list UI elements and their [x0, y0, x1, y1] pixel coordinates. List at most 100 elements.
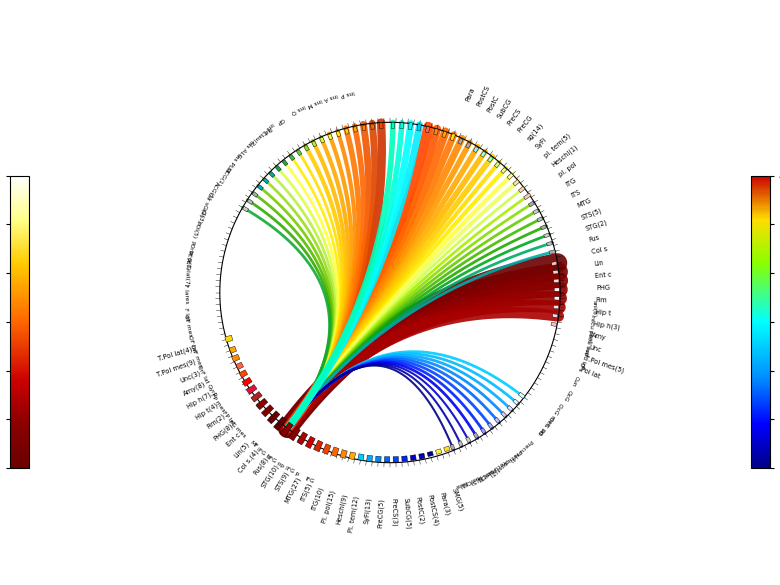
- Polygon shape: [523, 193, 531, 199]
- Text: Put: Put: [261, 125, 271, 135]
- Text: Fus(8): Fus(8): [253, 456, 270, 476]
- Text: POrb: POrb: [187, 240, 194, 255]
- Polygon shape: [551, 261, 557, 266]
- Text: GyrR: GyrR: [205, 384, 217, 399]
- Text: Hip h(3): Hip h(3): [593, 321, 621, 331]
- Polygon shape: [379, 122, 383, 129]
- Polygon shape: [345, 129, 349, 135]
- Text: Lin(5): Lin(5): [233, 440, 251, 459]
- Text: PostC(3): PostC(3): [457, 473, 482, 488]
- Text: Fim(2): Fim(2): [205, 412, 226, 430]
- Text: Pl. pol(15): Pl. pol(15): [321, 490, 336, 524]
- Polygon shape: [513, 399, 519, 405]
- Polygon shape: [480, 428, 486, 434]
- Polygon shape: [444, 446, 450, 452]
- Polygon shape: [488, 156, 493, 163]
- Polygon shape: [322, 444, 331, 455]
- Text: Ins PLG: Ins PLG: [225, 152, 241, 172]
- Polygon shape: [400, 123, 403, 129]
- Text: recu sup: recu sup: [583, 331, 593, 356]
- Polygon shape: [229, 346, 236, 353]
- Text: MTG: MTG: [576, 198, 592, 209]
- Text: Hip t(4): Hip t(4): [194, 402, 219, 421]
- Polygon shape: [257, 185, 264, 191]
- Polygon shape: [304, 145, 310, 151]
- Polygon shape: [544, 233, 550, 238]
- Text: Heschl(9): Heschl(9): [335, 493, 348, 525]
- Polygon shape: [275, 166, 282, 171]
- Text: Para: Para: [464, 87, 476, 103]
- Text: MF: MF: [250, 441, 259, 450]
- Text: recu post: recu post: [587, 315, 595, 343]
- Text: Hip t: Hip t: [594, 309, 611, 316]
- Text: O s: O s: [576, 360, 585, 371]
- Polygon shape: [409, 122, 413, 130]
- Text: PreCS: PreCS: [507, 107, 523, 126]
- Polygon shape: [495, 161, 500, 168]
- Text: Ent c: Ent c: [225, 431, 242, 448]
- Polygon shape: [402, 456, 407, 462]
- Text: Ins P: Ins P: [340, 88, 355, 97]
- Polygon shape: [274, 417, 286, 431]
- Polygon shape: [410, 455, 417, 460]
- Polygon shape: [554, 297, 559, 300]
- Polygon shape: [552, 314, 558, 318]
- Text: Fim: Fim: [596, 297, 608, 303]
- Text: STS(5): STS(5): [580, 207, 604, 221]
- Polygon shape: [261, 405, 274, 417]
- Polygon shape: [289, 427, 300, 441]
- Polygon shape: [320, 137, 324, 143]
- Polygon shape: [480, 151, 486, 157]
- Polygon shape: [367, 455, 373, 462]
- Text: T.Pol mes(9): T.Pol mes(9): [156, 358, 197, 377]
- Polygon shape: [246, 384, 257, 394]
- Polygon shape: [340, 450, 347, 459]
- Text: Para(3): Para(3): [438, 491, 451, 516]
- Text: OrF mes: OrF mes: [189, 344, 203, 369]
- Text: PostC(2): PostC(2): [415, 496, 425, 525]
- Text: STS(9): STS(9): [275, 470, 291, 492]
- Text: PreCS(3): PreCS(3): [390, 498, 397, 527]
- Text: PO: PO: [535, 426, 544, 436]
- Text: T.Pol mes(5): T.Pol mes(5): [584, 355, 625, 374]
- Polygon shape: [263, 178, 269, 184]
- Text: MTG(27): MTG(27): [283, 476, 302, 504]
- Text: ani(8): ani(8): [591, 300, 597, 317]
- Text: PreCG: PreCG: [516, 114, 534, 133]
- Polygon shape: [434, 129, 438, 135]
- Polygon shape: [289, 154, 295, 161]
- Text: Precu ani(3): Precu ani(3): [477, 457, 509, 482]
- Polygon shape: [473, 432, 479, 439]
- Text: Ent c: Ent c: [595, 271, 612, 278]
- Polygon shape: [349, 452, 356, 460]
- Text: PHG: PHG: [596, 284, 610, 291]
- Polygon shape: [528, 201, 534, 207]
- Text: FP mes: FP mes: [209, 393, 226, 413]
- Polygon shape: [427, 451, 434, 457]
- Text: OcG: OcG: [562, 388, 572, 402]
- Text: Amy(8): Amy(8): [182, 381, 207, 397]
- Text: PostCS(4): PostCS(4): [427, 494, 439, 526]
- Text: Cun: Cun: [569, 374, 579, 387]
- Text: pl. pol: pl. pol: [558, 161, 578, 178]
- Polygon shape: [442, 131, 447, 137]
- Polygon shape: [328, 134, 333, 140]
- Polygon shape: [251, 391, 262, 402]
- Text: recu inf: recu inf: [579, 345, 590, 368]
- Polygon shape: [507, 173, 513, 180]
- Polygon shape: [549, 250, 555, 254]
- Polygon shape: [501, 167, 507, 174]
- Text: SubCG: SubCG: [497, 98, 513, 119]
- Text: MCG(1): MCG(1): [215, 165, 230, 186]
- Polygon shape: [537, 217, 543, 222]
- Text: FG mes: FG mes: [228, 419, 247, 438]
- Polygon shape: [392, 122, 395, 128]
- Polygon shape: [353, 126, 357, 132]
- Text: ACG(1): ACG(1): [206, 180, 220, 201]
- Polygon shape: [225, 335, 233, 342]
- Text: Unc(3): Unc(3): [179, 369, 201, 384]
- Text: PostCS: PostCS: [475, 85, 491, 108]
- Text: Hip h(7): Hip h(7): [186, 391, 213, 411]
- Polygon shape: [252, 192, 258, 197]
- Text: F lat: F lat: [183, 307, 190, 321]
